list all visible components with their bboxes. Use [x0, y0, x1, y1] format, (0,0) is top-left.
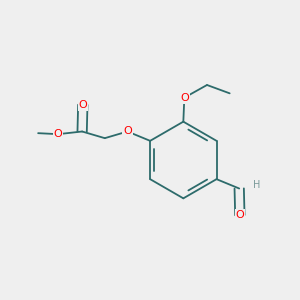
Text: O: O — [123, 127, 132, 136]
Text: O: O — [236, 210, 244, 220]
Text: H: H — [253, 180, 260, 190]
Text: O: O — [54, 129, 62, 139]
Text: O: O — [180, 93, 189, 103]
Text: O: O — [78, 100, 87, 110]
